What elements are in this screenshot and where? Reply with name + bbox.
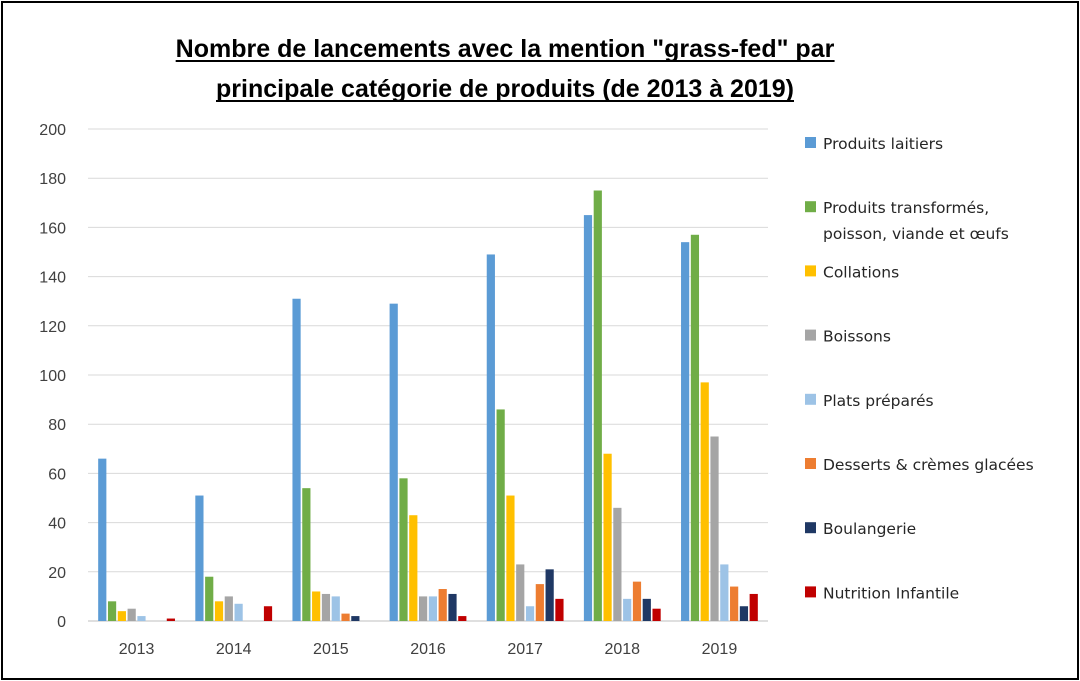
bar	[710, 436, 719, 621]
legend-swatch	[805, 265, 816, 277]
y-tick-label: 100	[39, 368, 66, 385]
bar	[438, 589, 447, 621]
legend-swatch	[805, 137, 816, 148]
y-tick-label: 200	[39, 122, 66, 139]
bar	[700, 382, 709, 621]
bar	[409, 515, 418, 621]
bar	[730, 586, 739, 621]
legend-label: Nutrition Infantile	[823, 584, 959, 602]
legend-label: poisson, viande et œufs	[823, 225, 1009, 243]
bar	[341, 613, 350, 621]
bar	[292, 298, 301, 621]
bar	[224, 596, 233, 621]
legend-label: Desserts & crèmes glacées	[823, 456, 1034, 474]
bar	[535, 584, 544, 621]
bar	[195, 495, 204, 621]
bar	[739, 606, 749, 621]
bar	[234, 603, 243, 621]
legend: Produits laitiers Produits transformés, po…	[805, 135, 1034, 602]
bar	[205, 576, 214, 621]
bar	[137, 616, 146, 621]
bar	[496, 409, 505, 621]
bar	[690, 234, 700, 621]
bar	[166, 618, 175, 621]
bar	[458, 616, 467, 621]
legend-swatch	[805, 393, 816, 405]
bar	[486, 254, 495, 621]
x-axis: 2013 2014 2015 2016 2017 2018 2019	[119, 641, 738, 658]
bar	[399, 478, 408, 621]
bars	[98, 190, 758, 621]
bar	[720, 564, 729, 621]
x-tick-label: 2019	[702, 641, 738, 658]
bar	[302, 488, 311, 621]
chart-title-line: Nombre de lancements avec la mention "gr…	[176, 35, 835, 63]
bar	[642, 598, 651, 621]
y-tick-label: 40	[48, 516, 66, 533]
bar	[312, 591, 321, 621]
y-tick-label: 60	[48, 466, 66, 483]
gridlines	[88, 128, 768, 622]
legend-swatch	[805, 329, 816, 341]
x-tick-label: 2013	[119, 641, 155, 658]
bar	[593, 190, 602, 621]
legend-label: Plats préparés	[823, 392, 934, 410]
legend-label: Produits laitiers	[823, 135, 943, 153]
bar	[545, 569, 554, 621]
bar	[652, 608, 661, 621]
bar	[448, 593, 457, 621]
y-tick-label: 180	[39, 171, 66, 188]
x-tick-label: 2016	[410, 641, 446, 658]
bar	[127, 608, 136, 621]
legend-swatch	[805, 201, 816, 213]
bar	[428, 596, 437, 621]
bar	[603, 453, 612, 621]
y-tick-label: 160	[39, 220, 66, 237]
bar	[613, 507, 622, 621]
bar	[389, 303, 398, 621]
bar	[117, 611, 126, 621]
legend-label: Boulangerie	[823, 520, 916, 538]
legend-swatch	[805, 586, 816, 598]
bar	[583, 215, 593, 621]
bar	[506, 495, 515, 621]
chart-title: Nombre de lancements avec la mention "gr…	[175, 35, 835, 103]
bar	[263, 606, 273, 621]
legend-label: Boissons	[823, 328, 891, 346]
legend-swatch	[805, 522, 816, 534]
bar	[321, 593, 331, 621]
x-tick-label: 2014	[216, 641, 252, 658]
bar	[331, 596, 340, 621]
bar	[749, 593, 758, 621]
chart-title-line: principale catégorie de produits (de 201…	[216, 75, 794, 103]
bar	[516, 564, 525, 621]
bar	[107, 601, 117, 621]
bar	[681, 242, 690, 621]
y-tick-label: 120	[39, 319, 66, 336]
x-tick-label: 2018	[604, 641, 640, 658]
y-tick-label: 140	[39, 270, 66, 287]
bar	[98, 458, 107, 621]
y-tick-label: 20	[48, 565, 66, 582]
x-tick-label: 2015	[313, 641, 349, 658]
legend-swatch	[805, 458, 816, 469]
x-tick-label: 2017	[507, 641, 543, 658]
bar	[214, 601, 224, 621]
legend-label: Collations	[823, 263, 899, 281]
y-tick-label: 80	[48, 417, 66, 434]
bar	[419, 596, 428, 621]
legend-label: Produits transformés,	[823, 199, 989, 217]
y-tick-label: 0	[57, 614, 66, 631]
bar	[555, 598, 564, 621]
bar	[632, 581, 642, 621]
bar	[351, 616, 360, 621]
bar	[623, 598, 632, 621]
bar	[525, 606, 535, 621]
y-axis: 0 20 40 60 80 100 120 140 160 180 200	[39, 122, 66, 631]
